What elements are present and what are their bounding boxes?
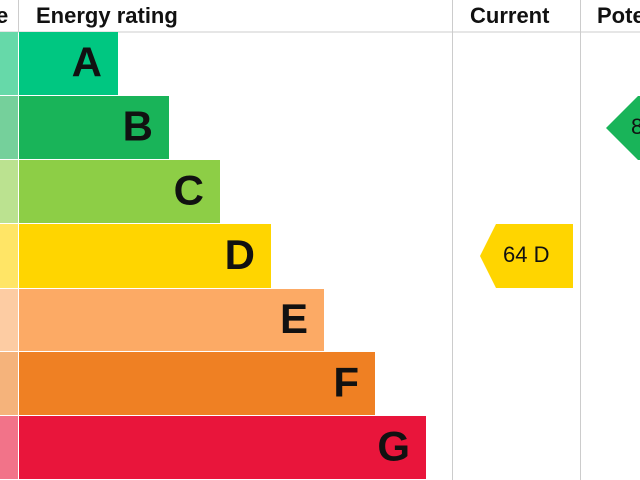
score-strip — [0, 96, 18, 159]
score-strip — [0, 160, 18, 223]
rating-band — [19, 224, 271, 288]
band-letter: B — [123, 103, 153, 150]
score-strip — [0, 32, 18, 95]
rating-band — [19, 32, 118, 95]
rating-band — [19, 416, 426, 479]
score-strip — [0, 352, 18, 415]
potential-label: 8 — [631, 114, 640, 139]
band-letter: F — [333, 359, 359, 406]
score-strip — [0, 289, 18, 351]
band-letter: D — [225, 231, 255, 278]
current-header: Current — [470, 3, 550, 28]
score-strip — [0, 224, 18, 288]
band-letter: G — [377, 423, 410, 470]
potential-header: Pote — [597, 3, 640, 28]
current-arrow — [480, 224, 573, 288]
rating-band — [19, 352, 375, 415]
band-letter: E — [280, 295, 308, 342]
potential-arrow — [606, 96, 640, 160]
rating-band — [19, 96, 169, 159]
current-label: 64 D — [503, 242, 549, 267]
score-header: e — [0, 3, 8, 28]
rating-header: Energy rating — [36, 3, 178, 28]
band-letter: A — [72, 39, 102, 86]
band-letter: C — [174, 167, 204, 214]
rating-band — [19, 289, 324, 351]
rating-band — [19, 160, 220, 223]
score-strip — [0, 416, 18, 479]
